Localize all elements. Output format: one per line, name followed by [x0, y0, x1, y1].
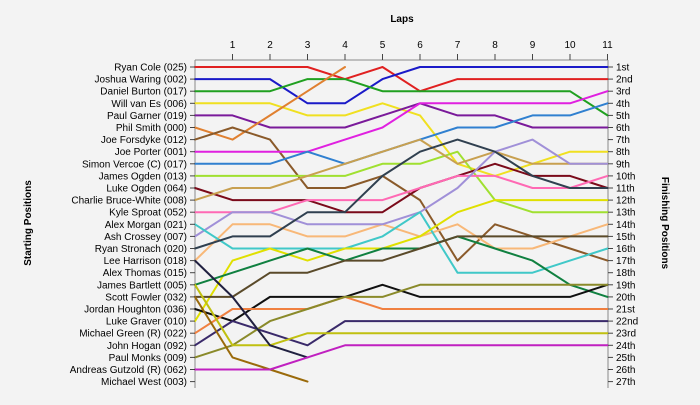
finishing-position-label: 19th: [616, 280, 635, 291]
finishing-position-label: 26th: [616, 365, 635, 376]
finishing-position-label: 25th: [616, 353, 635, 364]
finishing-position-label: 3rd: [616, 87, 630, 98]
lap-tick-label: 9: [530, 40, 536, 51]
finishing-position-label: 17th: [616, 256, 635, 267]
series-line: [194, 138, 609, 202]
starting-position-label: Joshua Waring (002): [95, 75, 187, 86]
finishing-position-label: 18th: [616, 268, 635, 279]
finishing-position-label: 13th: [616, 208, 635, 219]
finishing-position-label: 14th: [616, 220, 635, 231]
finishing-position-label: 27th: [616, 377, 635, 388]
finishing-position-label: 22nd: [616, 317, 638, 328]
starting-position-label: Andreas Gutzold (R) (062): [70, 365, 187, 376]
starting-position-label: Michael Green (R) (022): [79, 329, 187, 340]
starting-position-label: Daniel Burton (017): [100, 87, 187, 98]
starting-position-label: Luke Ogden (064): [106, 184, 187, 195]
finishing-position-label: 2nd: [616, 75, 633, 86]
series-line: [194, 126, 609, 262]
starting-position-label: John Hogan (092): [107, 341, 187, 352]
series-line: [194, 66, 346, 141]
starting-position-label: Ryan Stronach (020): [95, 244, 187, 255]
finishing-position-label: 9th: [616, 159, 630, 170]
series-line: [194, 295, 609, 335]
starting-position-label: James Bartlett (005): [97, 280, 187, 291]
series-line: [194, 320, 609, 347]
series-line: [194, 211, 609, 274]
finishing-position-label: 20th: [616, 292, 635, 303]
starting-position-labels: Ryan Cole (025)Joshua Waring (002)Daniel…: [70, 63, 195, 388]
finishing-position-label: 24th: [616, 341, 635, 352]
series-line: [194, 102, 609, 129]
finishing-position-label: 15th: [616, 232, 635, 243]
series-line: [194, 90, 609, 153]
finishing-position-labels: 1st2nd3rd4th5th6th7th8th9th10th11th12th1…: [608, 63, 638, 388]
lap-tick-label: 3: [305, 40, 311, 51]
starting-position-label: Kyle Sproat (052): [109, 208, 187, 219]
finishing-position-label: 1st: [616, 63, 630, 74]
y-axis-label-left: Starting Positions: [23, 180, 34, 266]
starting-position-label: Joe Forsdyke (012): [101, 135, 187, 146]
finishing-position-label: 10th: [616, 171, 635, 182]
series-line: [194, 283, 609, 359]
lap-ticks: 1 2 3 4 5 6 7 8 9 10 11: [230, 40, 613, 60]
lap-tick-label: 6: [417, 40, 423, 51]
series-line: [194, 66, 609, 105]
finishing-position-label: 7th: [616, 135, 630, 146]
starting-position-label: Scott Fowler (032): [105, 292, 187, 303]
starting-position-label: Jordan Houghton (036): [84, 305, 187, 316]
starting-position-label: Lee Harrison (018): [104, 256, 187, 267]
starting-position-label: Joe Porter (001): [115, 147, 187, 158]
series-line: [194, 295, 309, 383]
finishing-position-label: 12th: [616, 196, 635, 207]
lap-tick-label: 7: [455, 40, 461, 51]
starting-position-label: Ash Crossey (007): [104, 232, 187, 243]
lap-tick-label: 8: [492, 40, 498, 51]
series-line: [194, 199, 609, 323]
finishing-position-label: 4th: [616, 99, 630, 110]
starting-position-label: Simon Vercoe (C) (017): [82, 159, 187, 170]
starting-position-label: Phil Smith (000): [116, 123, 187, 134]
starting-position-label: Alex Thomas (015): [103, 268, 187, 279]
finishing-position-label: 23rd: [616, 329, 636, 340]
lap-tick-label: 10: [564, 40, 576, 51]
series-line: [194, 66, 609, 93]
series-line: [194, 235, 609, 298]
series-line: [194, 162, 609, 214]
starting-position-label: Charlie Bruce-White (008): [71, 196, 187, 207]
lap-tick-label: 1: [230, 40, 236, 51]
finishing-position-label: 8th: [616, 147, 630, 158]
starting-position-label: Ryan Cole (025): [114, 63, 187, 74]
y-axis-label-right: Finishing Positions: [659, 177, 670, 270]
series-line: [194, 78, 609, 117]
starting-position-label: Paul Monks (009): [109, 353, 187, 364]
series-lines: [194, 66, 609, 383]
lap-tick-label: 2: [267, 40, 273, 51]
finishing-position-label: 5th: [616, 111, 630, 122]
starting-position-label: James Ogden (013): [99, 171, 187, 182]
starting-position-label: Alex Morgan (021): [105, 220, 187, 231]
finishing-position-label: 16th: [616, 244, 635, 255]
series-line: [194, 283, 609, 347]
lap-tick-label: 4: [342, 40, 348, 51]
series-line: [194, 235, 609, 298]
lap-tick-label: 11: [602, 40, 613, 51]
lap-tick-label: 5: [380, 40, 386, 51]
chart-title: Laps: [390, 14, 414, 25]
starting-position-label: Will van Es (006): [111, 99, 187, 110]
starting-position-label: Paul Garner (019): [107, 111, 187, 122]
series-line: [194, 223, 609, 262]
series-line: [194, 138, 609, 250]
series-line: [194, 259, 309, 359]
starting-position-label: Michael West (003): [101, 377, 187, 388]
finishing-position-label: 6th: [616, 123, 630, 134]
starting-position-label: Luke Graver (010): [106, 317, 187, 328]
finishing-position-label: 21st: [616, 305, 635, 316]
series-line: [194, 138, 609, 238]
finishing-position-label: 11th: [616, 184, 635, 195]
series-line: [194, 344, 609, 371]
